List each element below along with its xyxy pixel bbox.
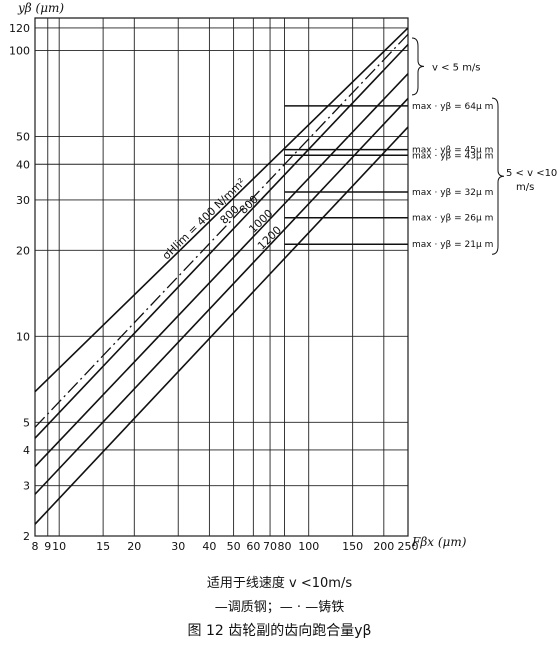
x-tick-label: 150 bbox=[342, 540, 363, 553]
y-tick-label: 50 bbox=[16, 131, 30, 144]
plot-frame bbox=[34, 17, 409, 537]
series-line bbox=[34, 73, 409, 468]
series-label: 800 bbox=[237, 193, 261, 217]
y-tick-label: 120 bbox=[9, 22, 30, 35]
brace-low-speed bbox=[411, 37, 425, 96]
speed-note: 适用于线速度 v <10m/s bbox=[206, 576, 353, 591]
y-tick-label: 40 bbox=[16, 158, 30, 171]
brace-mid-speed bbox=[491, 97, 505, 255]
series-line bbox=[34, 43, 409, 439]
x-tick-label: 15 bbox=[96, 540, 110, 553]
series-line bbox=[34, 97, 409, 495]
range-label-mid-speed: 5 < v <10 bbox=[506, 168, 557, 179]
cap-label: max · yβ = 64μ m bbox=[412, 102, 493, 112]
x-tick-label: 30 bbox=[171, 540, 185, 553]
x-tick-label: 50 bbox=[227, 540, 241, 553]
x-tick-label: 9 bbox=[44, 540, 51, 553]
cap-label: max · yβ = 32μ m bbox=[412, 188, 493, 198]
x-tick-label: 250 bbox=[398, 540, 419, 553]
x-tick-label: 10 bbox=[52, 540, 66, 553]
y-tick-label: 5 bbox=[23, 416, 30, 429]
range-label-low-speed: v < 5 m/s bbox=[432, 62, 481, 73]
x-tick-label: 20 bbox=[127, 540, 141, 553]
y-tick-label: 3 bbox=[23, 480, 30, 493]
legend: —调质钢；— · —铸铁 bbox=[214, 600, 345, 615]
y-tick-label: 30 bbox=[16, 194, 30, 207]
x-tick-label: 40 bbox=[202, 540, 216, 553]
series-line bbox=[34, 33, 409, 428]
y-axis-label: yβ (μm) bbox=[17, 1, 64, 15]
range-label-mid-speed-unit: m/s bbox=[516, 182, 534, 193]
x-tick-label: 200 bbox=[373, 540, 394, 553]
y-tick-label: 20 bbox=[16, 244, 30, 257]
x-tick-label: 100 bbox=[298, 540, 319, 553]
x-axis-label: Fβx (μm) bbox=[411, 535, 467, 549]
y-tick-label: 100 bbox=[9, 45, 30, 58]
series-line bbox=[34, 27, 409, 393]
x-tick-label: 60 bbox=[246, 540, 260, 553]
series-lines bbox=[34, 27, 409, 525]
tick-labels: 8 9 10 15 20 30 40 50 60 70 80 100 150 200 25023451020… bbox=[9, 22, 419, 553]
cap-label: max · yβ = 45μ m bbox=[412, 146, 493, 156]
cap-label: max · yβ = 43μ m bbox=[412, 151, 493, 161]
cap-label: max · yβ = 26μ m bbox=[412, 214, 493, 224]
chart: 8 9 10 15 20 30 40 50 60 70 80 100 150 200 25023451020… bbox=[9, 1, 557, 553]
y-tick-label: 10 bbox=[16, 330, 30, 343]
cap-label: max · yβ = 21μ m bbox=[412, 240, 493, 250]
y-tick-label: 4 bbox=[23, 444, 30, 457]
series-line bbox=[34, 126, 409, 525]
y-tick-label: 2 bbox=[23, 530, 30, 543]
figure-title: 图 12 齿轮副的齿向跑合量yβ bbox=[187, 623, 372, 639]
x-tick-label: 80 bbox=[278, 540, 292, 553]
cap-lines bbox=[284, 105, 408, 245]
x-tick-label: 70 bbox=[263, 540, 277, 553]
grid bbox=[34, 17, 409, 537]
x-tick-label: 8 bbox=[32, 540, 39, 553]
